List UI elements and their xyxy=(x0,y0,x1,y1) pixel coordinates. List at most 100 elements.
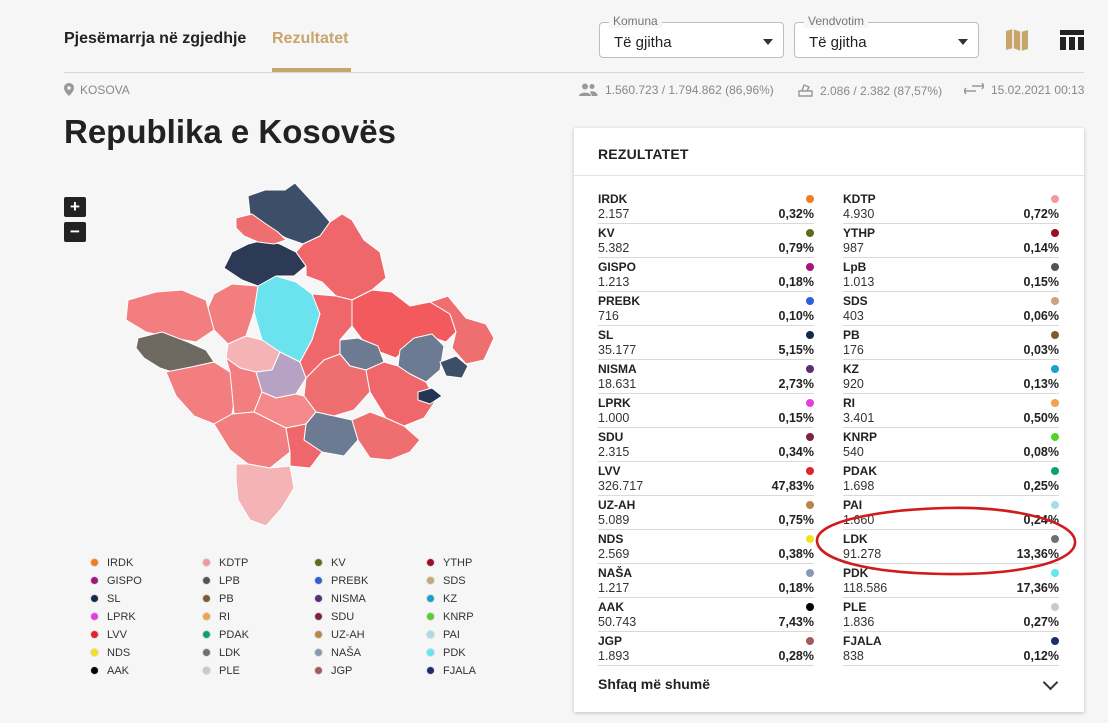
legend-label: PDAK xyxy=(219,629,249,641)
result-item-gispo[interactable]: GISPO 1.213 0,18% xyxy=(598,258,814,292)
breadcrumb: KOSOVA xyxy=(64,83,130,97)
result-item-ldk[interactable]: LDK 91.278 13,36% xyxy=(843,530,1059,564)
legend-dot-icon xyxy=(314,648,323,657)
result-item-nds[interactable]: NDS 2.569 0,38% xyxy=(598,530,814,564)
result-item-irdk[interactable]: IRDK 2.157 0,32% xyxy=(598,190,814,224)
legend-dot-icon xyxy=(202,612,211,621)
result-item-uz-ah[interactable]: UZ-AH 5.089 0,75% xyxy=(598,496,814,530)
voters-stat: 1.560.723 / 1.794.862 (86,96%) xyxy=(578,83,774,97)
legend-item-nds: NDS xyxy=(90,647,130,659)
party-name: LpB xyxy=(843,260,867,274)
result-item-ythp[interactable]: YTHP 987 0,14% xyxy=(843,224,1059,258)
legend-label: PREBK xyxy=(331,575,369,587)
result-item-fjala[interactable]: FJALA 838 0,12% xyxy=(843,632,1059,666)
result-item-sds[interactable]: SDS 403 0,06% xyxy=(843,292,1059,326)
party-name: KDTP xyxy=(843,192,876,206)
location-label: KOSOVA xyxy=(80,83,130,97)
result-item-prebk[interactable]: PREBK 716 0,10% xyxy=(598,292,814,326)
map-region-north-2[interactable] xyxy=(223,239,307,287)
legend-dot-icon xyxy=(90,630,99,639)
result-item-nisma[interactable]: NISMA 18.631 2,73% xyxy=(598,360,814,394)
result-item-aak[interactable]: AAK 50.743 7,43% xyxy=(598,598,814,632)
chevron-down-icon[interactable] xyxy=(1042,674,1059,691)
legend-dot-icon xyxy=(202,630,211,639)
result-item-pdak[interactable]: PDAK 1.698 0,25% xyxy=(843,462,1059,496)
zoom-in-button[interactable]: + xyxy=(64,197,86,217)
map-view-button[interactable] xyxy=(1003,26,1031,54)
map-region-northwest[interactable] xyxy=(205,283,259,345)
map-region-southwest[interactable] xyxy=(165,361,237,425)
legend-dot-icon xyxy=(202,648,211,657)
party-color-dot-icon xyxy=(1051,501,1059,509)
legend-item-lprk: LPRK xyxy=(90,611,136,623)
party-votes: 5.089 xyxy=(598,513,630,527)
party-votes: 920 xyxy=(843,377,864,391)
legend-dot-icon xyxy=(314,612,323,621)
legend-label: SDU xyxy=(331,611,355,623)
results-list: IRDK 2.157 0,32% KV 5.382 0,79% GISPO 1.213 0,18… xyxy=(598,190,1060,666)
legend-item-sdu: SDU xyxy=(314,611,354,623)
legend-item-jgp: JGP xyxy=(314,665,352,677)
polling-center-select[interactable]: Vendvotim Të gjitha xyxy=(794,14,979,58)
result-item-pdk[interactable]: PDK 118.586 17,36% xyxy=(843,564,1059,598)
table-view-button[interactable] xyxy=(1058,26,1086,54)
party-votes: 987 xyxy=(843,241,864,255)
map-region-far-east[interactable] xyxy=(429,295,495,365)
result-item-kv[interactable]: KV 5.382 0,79% xyxy=(598,224,814,258)
result-item-sdu[interactable]: SDU 2.315 0,34% xyxy=(598,428,814,462)
result-item-knrp[interactable]: KNRP 540 0,08% xyxy=(843,428,1059,462)
legend-label: IRDK xyxy=(107,557,134,569)
party-name: PAI xyxy=(843,498,863,512)
party-name: SL xyxy=(598,328,614,342)
zoom-out-button[interactable]: − xyxy=(64,222,86,242)
party-votes: 540 xyxy=(843,445,864,459)
party-percent: 0,06% xyxy=(1023,309,1059,323)
map-region-south-3[interactable] xyxy=(285,423,323,469)
result-item-ri[interactable]: RI 3.401 0,50% xyxy=(843,394,1059,428)
show-more-button[interactable]: Shfaq më shumë xyxy=(598,676,711,692)
party-votes: 3.401 xyxy=(843,411,875,425)
party-percent: 0,38% xyxy=(778,547,814,561)
party-name: LVV xyxy=(598,464,621,478)
party-percent: 0,13% xyxy=(1023,377,1059,391)
result-item-pb[interactable]: PB 176 0,03% xyxy=(843,326,1059,360)
legend-label: KV xyxy=(331,557,346,569)
result-item-ple[interactable]: PLE 1.836 0,27% xyxy=(843,598,1059,632)
result-item-lvv[interactable]: LVV 326.717 47,83% xyxy=(598,462,814,496)
result-item-lprk[interactable]: LPRK 1.000 0,15% xyxy=(598,394,814,428)
legend-label: NAŠA xyxy=(331,647,361,659)
party-color-dot-icon xyxy=(1051,535,1059,543)
party-votes: 1.000 xyxy=(598,411,630,425)
party-color-dot-icon xyxy=(1051,603,1059,611)
municipality-select[interactable]: Komuna Të gjitha xyxy=(599,14,784,58)
map-region-south-2[interactable] xyxy=(351,411,421,461)
party-percent: 13,36% xyxy=(1016,547,1059,561)
result-item-naša[interactable]: NAŠA 1.217 0,18% xyxy=(598,564,814,598)
result-item-kdtp[interactable]: KDTP 4.930 0,72% xyxy=(843,190,1059,224)
party-name: NAŠA xyxy=(598,566,633,580)
map-region-north-3[interactable] xyxy=(235,213,287,245)
people-icon xyxy=(579,83,598,96)
party-votes: 716 xyxy=(598,309,619,323)
result-item-kz[interactable]: KZ 920 0,13% xyxy=(843,360,1059,394)
result-item-jgp[interactable]: JGP 1.893 0,28% xyxy=(598,632,814,666)
legend-label: AAK xyxy=(107,665,130,677)
map-region-east-gray-2[interactable] xyxy=(439,355,469,379)
party-color-dot-icon xyxy=(806,467,814,475)
tab-participation[interactable]: Pjesëmarrja në zgjedhje xyxy=(64,30,247,47)
tab-results[interactable]: Rezultatet xyxy=(272,30,349,47)
legend-item-ldk: LDK xyxy=(202,647,240,659)
annotation-ellipse xyxy=(815,506,1077,576)
map-region-west-top[interactable] xyxy=(125,289,215,343)
kosovo-map[interactable] xyxy=(118,180,498,530)
result-item-sl[interactable]: SL 35.177 5,15% xyxy=(598,326,814,360)
map-region-far-south[interactable] xyxy=(235,463,295,527)
ballot-box-icon xyxy=(798,84,813,97)
party-color-dot-icon xyxy=(806,263,814,271)
party-color-dot-icon xyxy=(806,501,814,509)
map-region-east-dark[interactable] xyxy=(417,387,443,405)
legend-item-kv: KV xyxy=(314,557,346,569)
legend-label: KDTP xyxy=(219,557,249,569)
result-item-lpb[interactable]: LpB 1.013 0,15% xyxy=(843,258,1059,292)
legend-label: JGP xyxy=(331,665,353,677)
